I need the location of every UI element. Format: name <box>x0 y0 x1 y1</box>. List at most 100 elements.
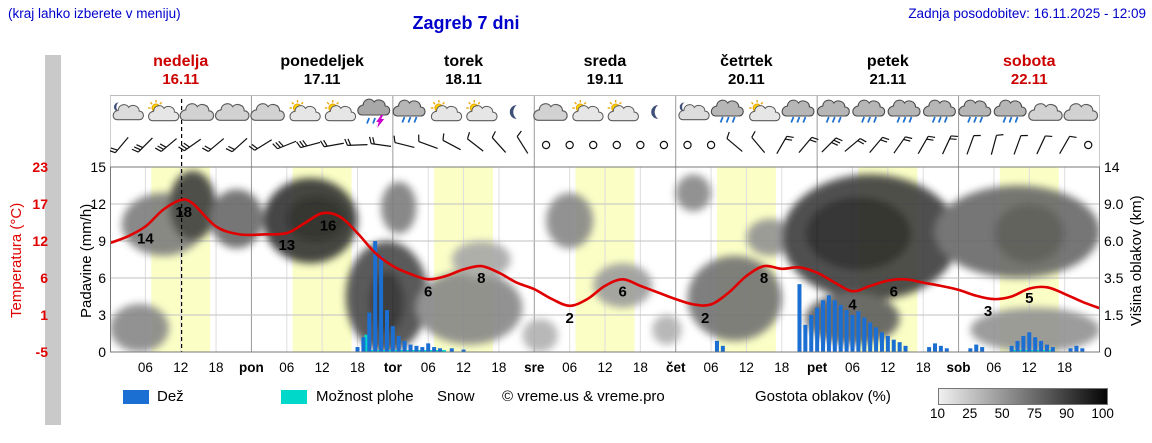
day-header-petek: petek 21.11 <box>817 52 958 92</box>
cloud-region <box>546 192 594 249</box>
cloud-region <box>687 255 782 341</box>
wind-barb-icon <box>491 131 507 153</box>
axis-tick: 14 <box>1104 159 1120 175</box>
calm-wind-icon <box>636 140 645 150</box>
temperature-value-label: 6 <box>619 283 627 300</box>
storm-icon <box>357 98 391 128</box>
temperature-value-label: 8 <box>477 270 485 287</box>
copyright-link[interactable]: © vreme.us & vreme.pro <box>502 388 665 405</box>
calm-wind-icon <box>589 140 598 150</box>
day-header-sobota: sobota 22.11 <box>959 52 1100 92</box>
cloud-icon <box>250 103 285 121</box>
cloud-region <box>593 263 653 308</box>
cloud-region <box>416 270 523 345</box>
cloud-region <box>110 303 169 352</box>
wind-barb-icon <box>466 132 484 152</box>
left-gray-bar <box>45 55 61 425</box>
temperature-value-label: 6 <box>890 283 898 300</box>
wind-barb-icon <box>178 138 202 152</box>
temperature-value-label: 18 <box>175 204 192 221</box>
axis-tick: 12 <box>32 233 48 249</box>
x-hour-label: 18 <box>1057 360 1073 375</box>
wind-barb-icon <box>248 139 273 151</box>
cloud-region <box>993 204 1065 264</box>
precip-bar <box>803 324 808 352</box>
plot-frame <box>110 166 1100 353</box>
wind-barb-icon <box>1059 135 1077 154</box>
wind-barb-icon <box>393 135 415 149</box>
wind-barb-icon <box>202 138 225 152</box>
sun-cloud-icon <box>466 100 498 122</box>
density-tick-label: 100 <box>1091 406 1114 421</box>
day-name: torek <box>443 53 484 70</box>
snow-legend-label: Snow <box>437 388 475 405</box>
temperature-value-label: 3 <box>984 303 992 320</box>
precip-bar <box>879 332 884 352</box>
wind-barb-icon <box>751 130 766 154</box>
rain-legend-label: Dež <box>157 388 184 405</box>
temperature-value-label: 2 <box>565 310 573 327</box>
axis-tick: 3.5 <box>1104 270 1124 286</box>
precip-bar <box>844 310 849 352</box>
precip-bar <box>862 317 867 352</box>
day-header-sreda: sreda 19.11 <box>534 52 675 92</box>
x-hour-label: 12 <box>880 360 896 375</box>
axis-tick: 0 <box>1104 344 1112 360</box>
precip-bar <box>355 347 360 352</box>
cloud-region <box>522 318 558 352</box>
precip-bar <box>1044 344 1049 352</box>
calm-wind-icon <box>706 140 716 150</box>
calm-wind-icon <box>541 140 551 150</box>
x-day-label: sob <box>946 360 971 375</box>
wind-barb-icon <box>418 134 438 149</box>
precipitation-axis-label: Padavine (mm/h) <box>78 203 95 319</box>
precip-bar <box>938 345 943 352</box>
cloud-icon <box>1063 103 1099 121</box>
x-axis-labels: 06 12 18 pon 06 12 18 tor 06 12 18 sre 06 12 18 čet 06 12… <box>110 360 1110 378</box>
sun-cloud-icon <box>430 100 463 122</box>
precip-bar <box>944 348 949 352</box>
wind-barb-icon <box>1036 135 1053 155</box>
rain-icon <box>852 99 886 123</box>
axis-tick: 9 <box>98 233 106 249</box>
axis-tick: 17 <box>32 196 48 212</box>
cloud-density-ticks: 10 25 50 75 90 100 <box>930 406 1114 421</box>
wind-barb-icon <box>442 133 461 151</box>
wind-barb-icon <box>942 135 959 155</box>
precip-bar <box>714 340 719 352</box>
sun-cloud-icon <box>289 100 321 122</box>
x-hour-label: 12 <box>314 360 330 375</box>
x-hour-label: 06 <box>986 360 1002 375</box>
day-name: petek <box>866 53 909 70</box>
axis-tick: 0 <box>98 344 106 360</box>
precip-bar <box>797 284 802 352</box>
precip-bar <box>933 343 937 352</box>
axis-tick: 15 <box>90 159 106 175</box>
density-tick-label: 10 <box>930 406 946 421</box>
moon-cloud-icon <box>112 102 144 121</box>
moon-cloud-icon <box>678 102 710 121</box>
precip-bar <box>1068 348 1073 352</box>
wind-barb-icon <box>917 135 936 154</box>
axis-tick: -5 <box>35 344 48 360</box>
rain-icon <box>781 99 815 123</box>
cloud-height-axis-label: Višina oblakov (km) <box>1128 195 1145 326</box>
precip-bar <box>390 326 395 352</box>
shower-swatch <box>281 390 307 404</box>
wind-barb-icon <box>154 138 177 152</box>
temperature-axis-label: Temperatura (°C) <box>8 202 25 318</box>
day-headers: nedelja 16.11 ponedeljek 17.11 torek 18.11 sre… <box>110 52 1100 92</box>
cloud-region <box>369 270 405 334</box>
cloud-region <box>746 218 794 256</box>
precipitation-layer <box>355 241 1085 352</box>
rain-icon <box>958 99 992 123</box>
cloud-density-legend-label: Gostota oblakov (%) <box>755 388 891 405</box>
axis-tick: 1.5 <box>1104 307 1124 323</box>
precip-bar <box>856 311 861 352</box>
axis-tick: 12 <box>90 196 106 212</box>
precip-bar <box>449 348 454 352</box>
precip-bar <box>1033 337 1038 352</box>
calm-wind-icon <box>612 140 621 150</box>
day-header-ponedeljek: ponedeljek 17.11 <box>251 52 392 92</box>
density-tick-label: 25 <box>962 406 978 421</box>
